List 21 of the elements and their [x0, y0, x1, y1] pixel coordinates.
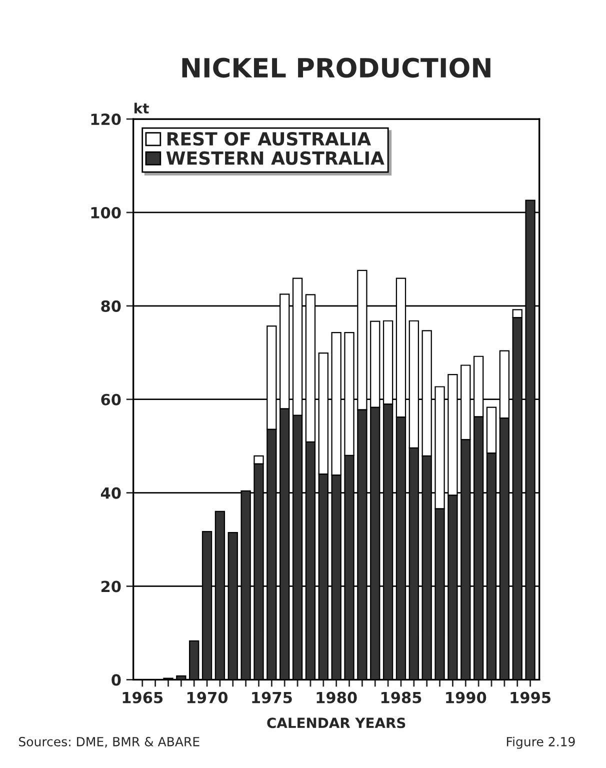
y-axis-title: kt	[134, 102, 149, 114]
x-tick-label: 1995	[510, 692, 550, 704]
legend-label: WESTERN AUSTRALIA	[166, 151, 384, 165]
x-tick-label: 1970	[187, 692, 228, 704]
x-axis-title: CALENDAR YEARS	[267, 718, 406, 728]
x-tick-label: 1990	[446, 692, 486, 704]
x-tick-label: 1980	[316, 692, 357, 704]
x-tick-label: 1965	[122, 692, 163, 704]
y-tick-label: 0	[112, 674, 121, 686]
x-tick-label: 1985	[381, 692, 422, 704]
caption: Figure 2.19	[506, 736, 575, 749]
y-tick-label: 80	[101, 300, 121, 312]
chart-title: NICKEL PRODUCTION	[182, 58, 490, 78]
source-note: Sources: DME, BMR & ABARE	[19, 736, 200, 748]
y-tick-label: 120	[91, 114, 121, 126]
y-tick-label: 40	[100, 487, 121, 499]
legend-label: REST OF AUSTRALIA	[167, 132, 372, 146]
x-tick-label: 1975	[252, 692, 292, 704]
y-tick-label: 100	[91, 206, 121, 218]
y-tick-label: 60	[101, 394, 121, 406]
y-tick-label: 20	[101, 580, 121, 592]
